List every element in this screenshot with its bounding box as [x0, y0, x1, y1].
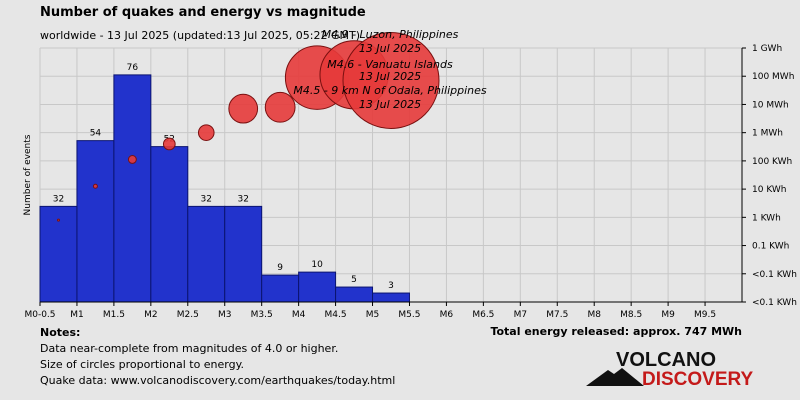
- x-tick-labels: M0-0.5 M1 M1.5 M2 M2.5 M3 M3.5 M4 M4.5 M5 M5.5 M6 M6…: [24, 302, 716, 320]
- energy-circle: [228, 93, 259, 124]
- quake-annotation: M4.5 - 9 km N of Odala, Philippines: [293, 84, 487, 97]
- x-tick-label: M3.5: [251, 310, 273, 320]
- notes-heading: Notes:: [40, 326, 81, 339]
- bar: [187, 205, 226, 303]
- volcano-icon: [586, 368, 644, 386]
- x-tick-label: M7.5: [546, 310, 568, 320]
- note-line-1: Data near-complete from magnitudes of 4.…: [40, 342, 339, 355]
- bar: [113, 74, 152, 303]
- x-tick-label: M1: [70, 310, 84, 320]
- x-tick-label: M9.5: [694, 310, 716, 320]
- x-tick-label: M4.5: [325, 310, 347, 320]
- energy-tick-label: 10 KWh: [752, 185, 787, 195]
- x-tick-label: M5: [366, 310, 380, 320]
- energy-tick-labels: 1 GWh 100 MWh 10 MWh 1 MWh 100 KWh 10 KWh 1 KW…: [742, 44, 797, 308]
- energy-tick-label: <0.1 KWh: [752, 270, 797, 280]
- bar-count-label: 32: [237, 194, 248, 204]
- y-axis-label: Number of events: [23, 134, 33, 215]
- energy-tick-label: 100 KWh: [752, 157, 792, 167]
- quake-annotation: M4.9 - Luzon, Philippines: [322, 28, 459, 41]
- x-tick-label: M6.5: [472, 310, 494, 320]
- x-tick-label: M8: [587, 310, 601, 320]
- energy-tick-label: 1 GWh: [752, 44, 782, 54]
- quake-annotation-date: 13 Jul 2025: [359, 42, 421, 55]
- x-tick-label: M6: [440, 310, 454, 320]
- axes-group: [40, 48, 743, 303]
- bar: [224, 205, 263, 303]
- note-line-2: Size of circles proportional to energy.: [40, 358, 245, 371]
- energy-tick-label: 0.1 KWh: [752, 242, 789, 252]
- bar-count-label: 76: [127, 63, 139, 73]
- logo-line2: DISCOVERY: [642, 369, 754, 388]
- bar-count-label: 3: [388, 281, 394, 291]
- chart-title: Number of quakes and energy vs magnitude: [40, 5, 366, 20]
- bar: [39, 205, 78, 303]
- x-tick-label: M4: [292, 310, 306, 320]
- energy-circles-group: [56, 31, 440, 222]
- bar: [372, 292, 410, 303]
- quake-annotation-date: 13 Jul 2025: [359, 98, 421, 111]
- bar-count-label: 32: [53, 194, 64, 204]
- notes-block: Notes: Data near-complete from magnitude…: [40, 325, 395, 389]
- bar-count-label: 9: [277, 263, 283, 273]
- quake-annotation: M4.6 - Vanuatu Islands: [327, 58, 453, 71]
- x-tick-label: M2: [144, 310, 158, 320]
- logo-line1: VOLCANO: [616, 349, 716, 371]
- bars-group: 32547652323291053: [39, 63, 410, 303]
- bar: [298, 271, 337, 303]
- energy-circle: [342, 31, 440, 129]
- total-energy: Total energy released: approx. 747 MWh: [490, 325, 742, 338]
- bar: [335, 286, 374, 303]
- x-tick-label: M7: [514, 310, 528, 320]
- energy-circle: [127, 155, 137, 164]
- bar-count-label: 54: [90, 129, 102, 139]
- x-tick-label: M3: [218, 310, 232, 320]
- energy-circle: [264, 91, 296, 123]
- bar: [76, 140, 115, 303]
- energy-circle: [56, 218, 60, 222]
- x-tick-label: M8.5: [620, 310, 642, 320]
- energy-tick-label: 1 MWh: [752, 129, 783, 139]
- x-tick-label: M9: [661, 310, 675, 320]
- x-tick-label: M0-0.5: [24, 310, 55, 320]
- bar: [261, 274, 300, 303]
- energy-tick-label: <0.1 KWh: [752, 298, 797, 308]
- energy-circle: [162, 137, 176, 151]
- energy-circle: [197, 124, 215, 141]
- bar-count-label: 10: [311, 260, 323, 270]
- energy-tick-label: 10 MWh: [752, 100, 789, 110]
- x-tick-label: M2.5: [177, 310, 199, 320]
- x-tick-label: M1.5: [103, 310, 125, 320]
- energy-tick-label: 100 MWh: [752, 72, 794, 82]
- energy-circle: [92, 183, 98, 189]
- note-line-3: Quake data: www.volcanodiscovery.com/ear…: [40, 374, 396, 387]
- bar: [150, 146, 189, 303]
- x-tick-label: M5.5: [398, 310, 420, 320]
- bar-count-label: 32: [201, 194, 212, 204]
- volcanodiscovery-logo[interactable]: VOLCANO DISCOVERY: [586, 348, 756, 388]
- energy-tick-label: 1 KWh: [752, 213, 781, 223]
- quake-annotation-date: 13 Jul 2025: [359, 70, 421, 83]
- bar-count-label: 5: [351, 275, 357, 285]
- chart-subtitle: worldwide - 13 Jul 2025 (updated:13 Jul …: [40, 29, 361, 42]
